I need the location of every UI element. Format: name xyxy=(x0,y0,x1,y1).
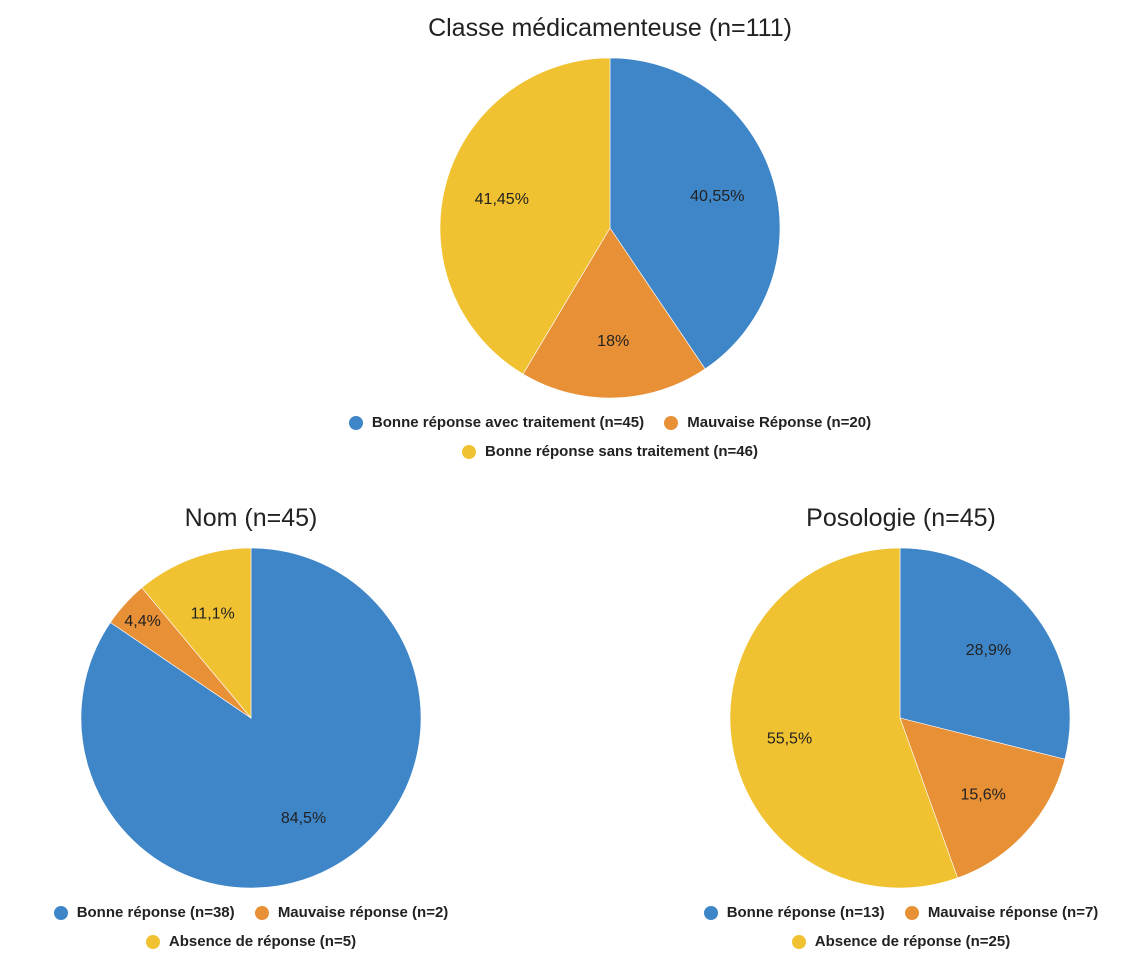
legend-dot xyxy=(904,906,919,920)
legend-item: Bonne réponse avec traitement (n=45) xyxy=(348,410,644,436)
slice-label: 55,5% xyxy=(767,730,812,747)
pie-slice xyxy=(899,717,1066,879)
legend-dot xyxy=(348,416,363,430)
legend-item: Bonne réponse (n=13) xyxy=(703,900,885,926)
slice-label: 41,45% xyxy=(475,191,529,208)
slice-label: 84,5% xyxy=(281,810,326,827)
legend-classe: Bonne réponse avec traitement (n=45) Mau… xyxy=(0,410,1142,468)
legend-dot xyxy=(145,935,160,949)
chart-title-posologie: Posologie (n=45) xyxy=(806,504,996,532)
slice-label: 28,9% xyxy=(966,642,1011,659)
slice-label: 15,6% xyxy=(961,786,1006,803)
legend-posologie: Bonne réponse (n=13) Mauvaise réponse (n… xyxy=(650,900,1142,958)
legend-item: Absence de réponse (n=25) xyxy=(791,929,1010,955)
chart-title-classe: Classe médicamenteuse (n=111) xyxy=(428,14,792,42)
legend-dot xyxy=(664,416,679,430)
pie-nom: 84,5% 4,4% 11,1% xyxy=(80,547,422,889)
legend-dot xyxy=(53,906,68,920)
legend-dot xyxy=(703,906,718,920)
legend-dot xyxy=(254,906,269,920)
pie-classe: 40,55% 18% 41,45% xyxy=(439,57,781,399)
chart-title-nom: Nom (n=45) xyxy=(184,504,318,532)
slice-label: 18% xyxy=(597,333,629,350)
legend-dot xyxy=(462,445,476,459)
legend-item: Mauvaise réponse (n=7) xyxy=(904,900,1098,926)
pie-slice xyxy=(899,547,1071,760)
pie-slice xyxy=(609,57,781,370)
pie-slice xyxy=(439,57,611,375)
legend-item: Bonne réponse (n=38) xyxy=(53,900,235,926)
legend-item: Mauvaise réponse (n=2) xyxy=(254,900,448,926)
legend-item: Mauvaise Réponse (n=20) xyxy=(664,410,871,436)
pie-slice xyxy=(141,547,252,719)
pie-posologie: 28,9% 15,6% 55,5% xyxy=(729,547,1071,889)
slice-label: 11,1% xyxy=(191,606,235,623)
legend-item: Absence de réponse (n=5) xyxy=(145,929,356,955)
legend-nom: Bonne réponse (n=38) Mauvaise réponse (n… xyxy=(0,900,502,958)
pie-slice xyxy=(522,227,706,399)
legend-dot xyxy=(791,935,806,949)
slice-label: 40,55% xyxy=(690,188,744,205)
slice-label: 4,4% xyxy=(124,613,160,630)
legend-item: Bonne réponse sans traitement (n=46) xyxy=(462,439,758,465)
pie-slice xyxy=(729,547,958,889)
